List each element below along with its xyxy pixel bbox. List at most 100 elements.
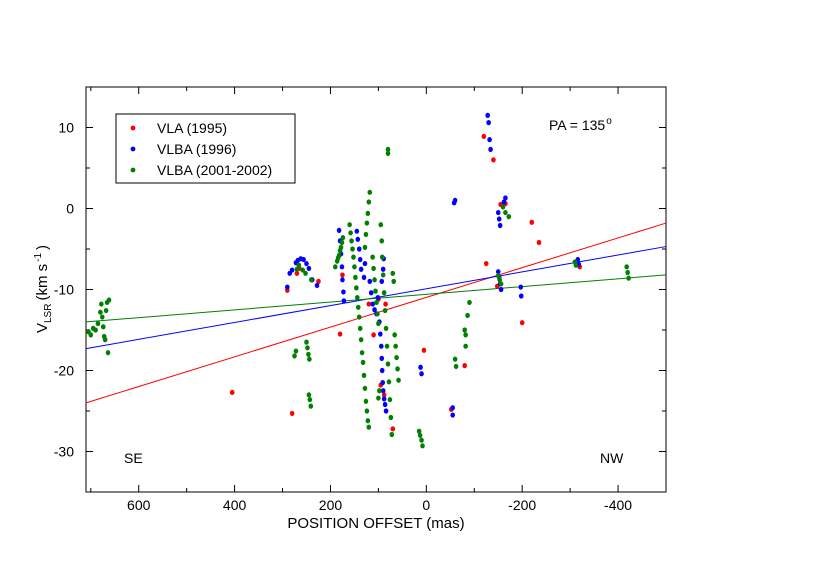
data-point-vlba-1996 [378,343,384,349]
data-point-vlba-1996 [378,331,383,337]
data-point-vlba-2001-2002 [462,327,467,333]
data-point-vlba-1996 [358,266,364,272]
data-point-vlba-2001-2002 [294,266,300,272]
data-point-vlba-2001-2002 [388,414,394,421]
data-point-vlba-2001-2002 [296,262,302,268]
data-point-vlba-2001-2002 [351,254,356,260]
data-point-vlba-1996 [341,298,347,304]
data-point-vla-1995 [371,332,376,338]
data-point-vlba-2001-2002 [387,397,393,403]
data-point-vlba-1996 [372,307,377,313]
legend-marker-vlba-2001-2002 [130,167,136,173]
data-point-vlba-1996 [289,267,295,273]
data-point-vlba-2001-2002 [362,244,368,250]
data-point-vlba-1996 [367,278,373,284]
data-point-vla-1995 [340,272,345,278]
data-point-vlba-1996 [341,289,346,295]
data-point-vlba-1996 [362,260,368,267]
data-point-vlba-1996 [450,412,455,418]
data-point-vlba-2001-2002 [105,350,111,356]
data-point-vlba-2001-2002 [363,398,369,404]
data-point-vlba-2001-2002 [497,277,502,283]
data-point-vlba-2001-2002 [293,348,299,354]
y-tick-label: 10 [58,120,74,136]
data-point-vlba-1996 [379,355,385,361]
data-point-vlba-2001-2002 [356,314,362,320]
data-point-vlba-2001-2002 [500,204,506,210]
data-point-vlba-2001-2002 [395,366,400,372]
data-point-vlba-2001-2002 [624,264,629,270]
data-point-vlba-2001-2002 [396,377,401,383]
data-point-vlba-2001-2002 [384,343,390,349]
x-tick-label: 200 [319,497,343,513]
data-point-vlba-2001-2002 [467,299,472,306]
data-point-vlba-2001-2002 [463,343,468,349]
data-point-vlba-2001-2002 [626,275,631,281]
data-point-vlba-2001-2002 [363,231,369,238]
data-point-vlba-2001-2002 [307,356,312,362]
data-point-vlba-2001-2002 [385,146,391,152]
data-point-vlba-1996 [495,269,501,275]
data-point-vlba-2001-2002 [376,395,381,401]
y-axis-title: VLSR (km s -1) [33,245,54,333]
data-point-vlba-2001-2002 [495,273,501,279]
x-tick-label: -200 [508,497,536,513]
data-point-vlba-1996 [379,278,385,284]
y-tick-label: -10 [54,282,74,298]
data-point-vlba-2001-2002 [419,437,424,443]
svg-text:VLSR(km s-1): VLSR (km s -1) [33,245,54,333]
data-point-vlba-2001-2002 [378,222,384,228]
data-point-vla-1995 [337,331,343,337]
data-point-vlba-2001-2002 [364,220,370,226]
legend-marker-vla-1995 [130,125,136,131]
data-point-vla-1995 [483,260,489,267]
data-point-vlba-2001-2002 [381,290,387,296]
data-point-vlba-2001-2002 [382,307,388,314]
data-point-vlba-1996 [354,228,360,234]
y-tick-label: -30 [54,444,74,460]
data-point-vlba-2001-2002 [292,353,297,359]
data-point-vla-1995 [421,347,427,353]
data-point-vlba-1996 [368,290,374,296]
data-point-vla-1995 [316,278,321,284]
data-point-vla-1995 [462,363,467,369]
data-point-vlba-2001-2002 [465,312,470,319]
data-point-vlba-2001-2002 [360,359,366,365]
data-point-vlba-2001-2002 [394,354,399,361]
data-point-vlba-1996 [356,246,362,252]
data-point-vlba-2001-2002 [498,281,504,287]
legend-marker-vlba-1996 [130,146,136,152]
legend-label-vlba-1996: VLBA (1996) [157,141,236,157]
data-point-vla-1995 [491,157,496,163]
data-point-vlba-2001-2002 [355,295,360,301]
data-point-vlba-2001-2002 [99,301,104,307]
y-axis-title-unit-sup: -1 [33,253,44,262]
data-point-vlba-2001-2002 [374,299,379,306]
data-point-vlba-1996 [485,112,490,118]
data-point-vlba-2001-2002 [390,270,396,276]
data-point-vlba-1996 [380,380,386,386]
legend-label-vlba-2001-2002: VLBA (2001-2002) [157,162,272,178]
data-point-vlba-1996 [495,209,501,216]
x-tick-labels: 600 400 200 0 -200 -400 [127,497,632,513]
x-tick-label: 600 [127,497,151,513]
x-tick-label: 0 [422,497,430,513]
y-axis-title-unit: (km s [34,264,51,301]
data-point-vla-1995 [366,301,372,307]
data-point-vlba-2001-2002 [370,254,375,260]
data-point-vlba-1996 [370,301,375,307]
data-point-vlba-1996 [357,256,363,263]
data-point-vlba-2001-2002 [357,325,363,331]
data-point-vlba-1996 [383,408,389,414]
data-point-vlba-1996 [314,282,320,289]
data-point-vla-1995 [536,239,542,246]
data-point-vlba-2001-2002 [386,379,392,385]
data-point-vlba-1996 [501,199,507,205]
data-point-vlba-2001-2002 [625,269,630,276]
data-point-vlba-1996 [301,256,306,263]
data-point-vlba-2001-2002 [365,418,371,424]
y-axis-title-sub: LSR [43,304,54,323]
data-point-vlba-2001-2002 [416,428,422,434]
data-point-vlba-2001-2002 [348,230,353,236]
